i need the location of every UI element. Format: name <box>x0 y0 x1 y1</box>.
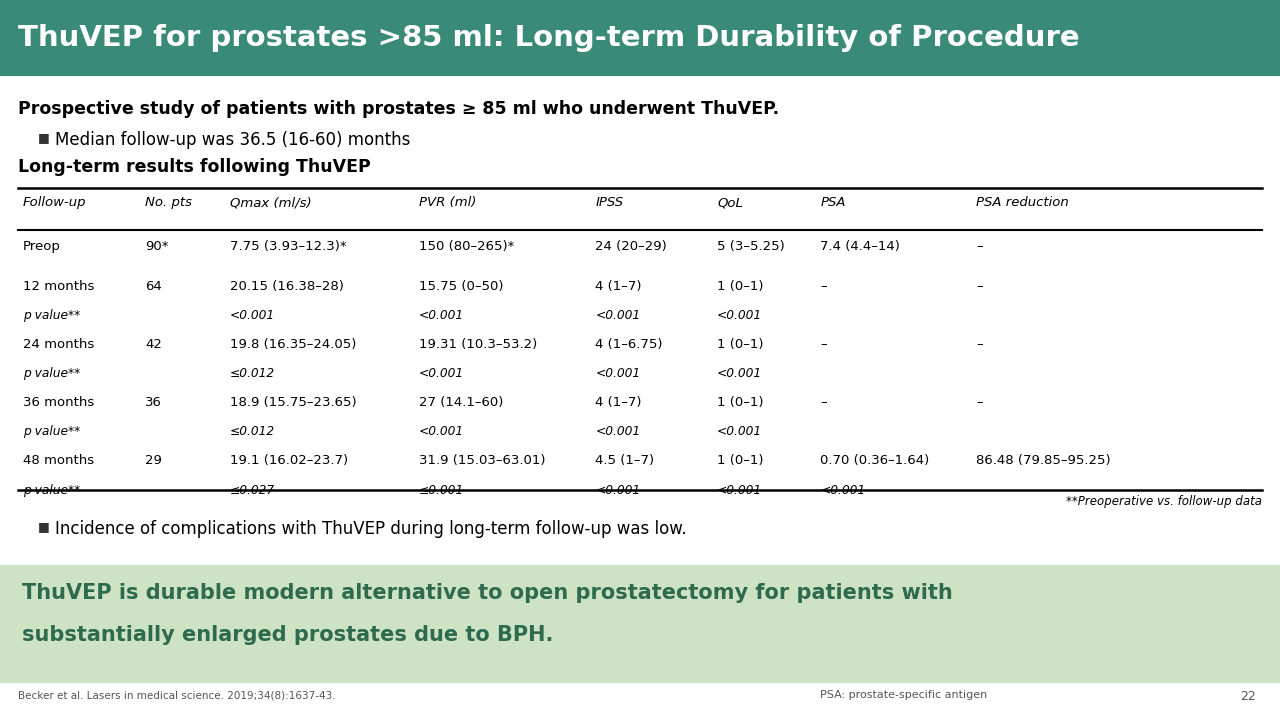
Text: ThuVEP for prostates >85 ml: Long-term Durability of Procedure: ThuVEP for prostates >85 ml: Long-term D… <box>18 24 1079 52</box>
Text: p value**: p value** <box>23 425 81 438</box>
Text: p value**: p value** <box>23 367 81 380</box>
Text: 7.4 (4.4–14): 7.4 (4.4–14) <box>820 240 900 253</box>
Text: 19.31 (10.3–53.2): 19.31 (10.3–53.2) <box>419 338 536 351</box>
Text: p value**: p value** <box>23 309 81 322</box>
Bar <box>0 0 1280 76</box>
Text: 15.75 (0–50): 15.75 (0–50) <box>419 280 503 293</box>
Text: 4 (1–7): 4 (1–7) <box>595 396 641 409</box>
Text: –: – <box>820 338 827 351</box>
Text: 86.48 (79.85–95.25): 86.48 (79.85–95.25) <box>975 454 1111 467</box>
Text: 29: 29 <box>145 454 161 467</box>
Text: 7.75 (3.93–12.3)*: 7.75 (3.93–12.3)* <box>229 240 346 253</box>
Text: Prospective study of patients with prostates ≥ 85 ml who underwent ThuVEP.: Prospective study of patients with prost… <box>18 100 780 118</box>
Text: Follow-up: Follow-up <box>23 196 87 209</box>
Text: Long-term results following ThuVEP: Long-term results following ThuVEP <box>18 158 371 176</box>
Text: <0.001: <0.001 <box>717 367 763 380</box>
Text: 1 (0–1): 1 (0–1) <box>717 280 764 293</box>
Text: <0.001: <0.001 <box>717 484 763 497</box>
Text: 36 months: 36 months <box>23 396 95 409</box>
Text: ≤0.001: ≤0.001 <box>419 484 463 497</box>
Text: ■: ■ <box>38 520 50 533</box>
Text: Incidence of complications with ThuVEP during long-term follow-up was low.: Incidence of complications with ThuVEP d… <box>55 520 686 538</box>
Text: No. pts: No. pts <box>145 196 192 209</box>
Text: ≤0.027: ≤0.027 <box>229 484 275 497</box>
Text: substantially enlarged prostates due to BPH.: substantially enlarged prostates due to … <box>22 625 553 645</box>
Text: 1 (0–1): 1 (0–1) <box>717 454 764 467</box>
Text: <0.001: <0.001 <box>595 484 640 497</box>
Text: <0.001: <0.001 <box>419 425 463 438</box>
Text: 20.15 (16.38–28): 20.15 (16.38–28) <box>229 280 343 293</box>
Text: Qmax (ml/s): Qmax (ml/s) <box>229 196 311 209</box>
Text: <0.001: <0.001 <box>419 367 463 380</box>
Text: 90*: 90* <box>145 240 169 253</box>
Text: **Preoperative vs. follow-up data: **Preoperative vs. follow-up data <box>1066 495 1262 508</box>
Text: 18.9 (15.75–23.65): 18.9 (15.75–23.65) <box>229 396 356 409</box>
Text: Becker et al. Lasers in medical science. 2019;34(8):1637-43.: Becker et al. Lasers in medical science.… <box>18 690 335 700</box>
Text: –: – <box>975 240 983 253</box>
Text: 1 (0–1): 1 (0–1) <box>717 338 764 351</box>
Text: –: – <box>975 396 983 409</box>
Text: 4.5 (1–7): 4.5 (1–7) <box>595 454 654 467</box>
Text: 48 months: 48 months <box>23 454 95 467</box>
Text: 42: 42 <box>145 338 161 351</box>
Text: 27 (14.1–60): 27 (14.1–60) <box>419 396 503 409</box>
Text: –: – <box>820 280 827 293</box>
Text: –: – <box>975 280 983 293</box>
Text: <0.001: <0.001 <box>419 309 463 322</box>
Bar <box>0 565 1280 683</box>
Text: p value**: p value** <box>23 484 81 497</box>
Text: 31.9 (15.03–63.01): 31.9 (15.03–63.01) <box>419 454 545 467</box>
Text: 1 (0–1): 1 (0–1) <box>717 396 764 409</box>
Text: <0.001: <0.001 <box>717 309 763 322</box>
Text: <0.001: <0.001 <box>595 309 640 322</box>
Text: ThuVEP is durable modern alternative to open prostatectomy for patients with: ThuVEP is durable modern alternative to … <box>22 583 952 603</box>
Text: ≤0.012: ≤0.012 <box>229 367 275 380</box>
Text: <0.001: <0.001 <box>595 425 640 438</box>
Text: PSA: PSA <box>820 196 846 209</box>
Text: –: – <box>975 338 983 351</box>
Text: Preop: Preop <box>23 240 61 253</box>
Text: PSA reduction: PSA reduction <box>975 196 1069 209</box>
Text: <0.001: <0.001 <box>717 425 763 438</box>
Text: 22: 22 <box>1240 690 1256 703</box>
Text: ■: ■ <box>38 131 50 144</box>
Text: 4 (1–6.75): 4 (1–6.75) <box>595 338 663 351</box>
Text: <0.001: <0.001 <box>820 484 865 497</box>
Text: 24 months: 24 months <box>23 338 95 351</box>
Text: 24 (20–29): 24 (20–29) <box>595 240 667 253</box>
Text: 4 (1–7): 4 (1–7) <box>595 280 641 293</box>
Text: PVR (ml): PVR (ml) <box>419 196 476 209</box>
Text: 150 (80–265)*: 150 (80–265)* <box>419 240 515 253</box>
Text: 12 months: 12 months <box>23 280 95 293</box>
Text: ≤0.012: ≤0.012 <box>229 425 275 438</box>
Text: 19.1 (16.02–23.7): 19.1 (16.02–23.7) <box>229 454 348 467</box>
Text: Median follow-up was 36.5 (16-60) months: Median follow-up was 36.5 (16-60) months <box>55 131 411 149</box>
Text: <0.001: <0.001 <box>595 367 640 380</box>
Text: PSA: prostate-specific antigen: PSA: prostate-specific antigen <box>820 690 987 700</box>
Text: IPSS: IPSS <box>595 196 623 209</box>
Text: QoL: QoL <box>717 196 742 209</box>
Text: –: – <box>820 396 827 409</box>
Text: 64: 64 <box>145 280 161 293</box>
Text: 19.8 (16.35–24.05): 19.8 (16.35–24.05) <box>229 338 356 351</box>
Text: 5 (3–5.25): 5 (3–5.25) <box>717 240 785 253</box>
Text: 0.70 (0.36–1.64): 0.70 (0.36–1.64) <box>820 454 929 467</box>
Text: <0.001: <0.001 <box>229 309 275 322</box>
Text: 36: 36 <box>145 396 161 409</box>
